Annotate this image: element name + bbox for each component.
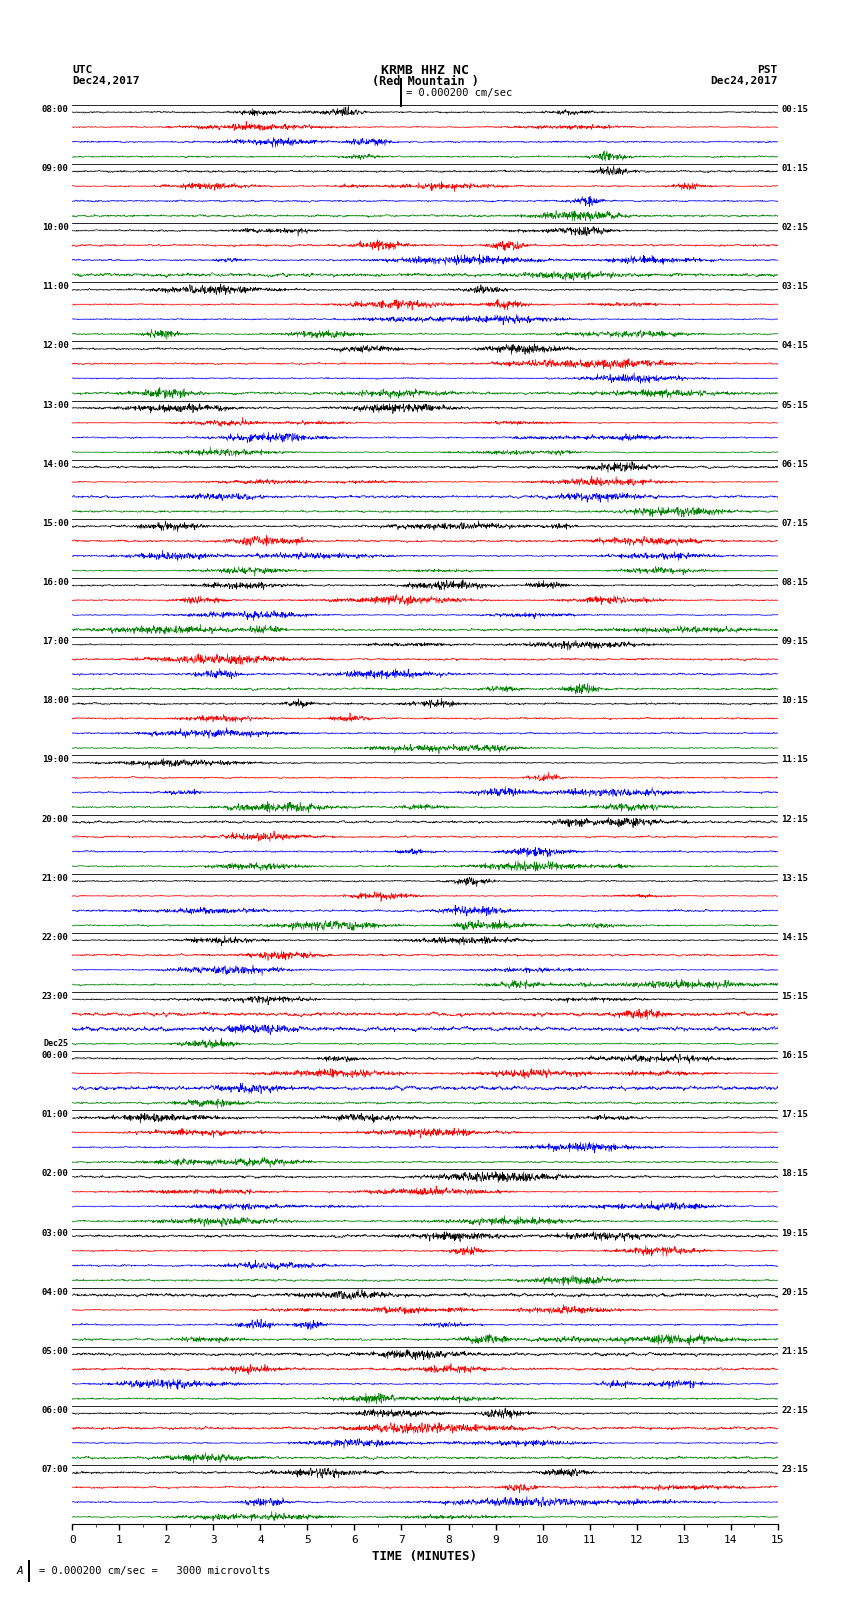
Text: Dec24,2017: Dec24,2017 <box>711 76 778 87</box>
Text: 16:00: 16:00 <box>42 577 69 587</box>
Text: 02:00: 02:00 <box>42 1169 69 1179</box>
Text: 17:15: 17:15 <box>781 1110 808 1119</box>
Text: Dec25: Dec25 <box>43 1039 69 1048</box>
Text: 05:15: 05:15 <box>781 400 808 410</box>
Text: 15:00: 15:00 <box>42 519 69 527</box>
Text: 21:15: 21:15 <box>781 1347 808 1357</box>
Text: 06:15: 06:15 <box>781 460 808 469</box>
Text: 01:15: 01:15 <box>781 165 808 173</box>
Text: 11:15: 11:15 <box>781 755 808 765</box>
Text: 04:15: 04:15 <box>781 342 808 350</box>
Text: 04:00: 04:00 <box>42 1287 69 1297</box>
Text: 22:00: 22:00 <box>42 932 69 942</box>
Text: (Red Mountain ): (Red Mountain ) <box>371 74 479 89</box>
X-axis label: TIME (MINUTES): TIME (MINUTES) <box>372 1550 478 1563</box>
Text: 23:00: 23:00 <box>42 992 69 1002</box>
Text: 12:00: 12:00 <box>42 342 69 350</box>
Text: 10:00: 10:00 <box>42 223 69 232</box>
Text: 07:15: 07:15 <box>781 519 808 527</box>
Text: 14:15: 14:15 <box>781 932 808 942</box>
Text: 09:15: 09:15 <box>781 637 808 647</box>
Text: A: A <box>17 1566 24 1576</box>
Text: 20:00: 20:00 <box>42 815 69 824</box>
Text: 07:00: 07:00 <box>42 1465 69 1474</box>
Text: 03:15: 03:15 <box>781 282 808 292</box>
Text: UTC: UTC <box>72 65 93 76</box>
Text: 00:15: 00:15 <box>781 105 808 115</box>
Text: 08:00: 08:00 <box>42 105 69 115</box>
Text: 19:15: 19:15 <box>781 1229 808 1237</box>
Text: 11:00: 11:00 <box>42 282 69 292</box>
Text: 01:00: 01:00 <box>42 1110 69 1119</box>
Text: 20:15: 20:15 <box>781 1287 808 1297</box>
Text: 19:00: 19:00 <box>42 755 69 765</box>
Text: 14:00: 14:00 <box>42 460 69 469</box>
Text: 23:15: 23:15 <box>781 1465 808 1474</box>
Text: 05:00: 05:00 <box>42 1347 69 1357</box>
Text: = 0.000200 cm/sec =   3000 microvolts: = 0.000200 cm/sec = 3000 microvolts <box>39 1566 270 1576</box>
Text: 00:00: 00:00 <box>42 1052 69 1060</box>
Text: 10:15: 10:15 <box>781 697 808 705</box>
Text: 18:15: 18:15 <box>781 1169 808 1179</box>
Text: PST: PST <box>757 65 778 76</box>
Text: 13:15: 13:15 <box>781 874 808 882</box>
Text: 16:15: 16:15 <box>781 1052 808 1060</box>
Text: 22:15: 22:15 <box>781 1407 808 1415</box>
Text: 02:15: 02:15 <box>781 223 808 232</box>
Text: Dec24,2017: Dec24,2017 <box>72 76 139 87</box>
Text: 13:00: 13:00 <box>42 400 69 410</box>
Text: KRMB HHZ NC: KRMB HHZ NC <box>381 63 469 77</box>
Text: 17:00: 17:00 <box>42 637 69 647</box>
Text: 12:15: 12:15 <box>781 815 808 824</box>
Text: 15:15: 15:15 <box>781 992 808 1002</box>
Text: 18:00: 18:00 <box>42 697 69 705</box>
Text: 06:00: 06:00 <box>42 1407 69 1415</box>
Text: 08:15: 08:15 <box>781 577 808 587</box>
Text: 21:00: 21:00 <box>42 874 69 882</box>
Text: 03:00: 03:00 <box>42 1229 69 1237</box>
Text: 09:00: 09:00 <box>42 165 69 173</box>
Text: = 0.000200 cm/sec: = 0.000200 cm/sec <box>406 87 513 98</box>
